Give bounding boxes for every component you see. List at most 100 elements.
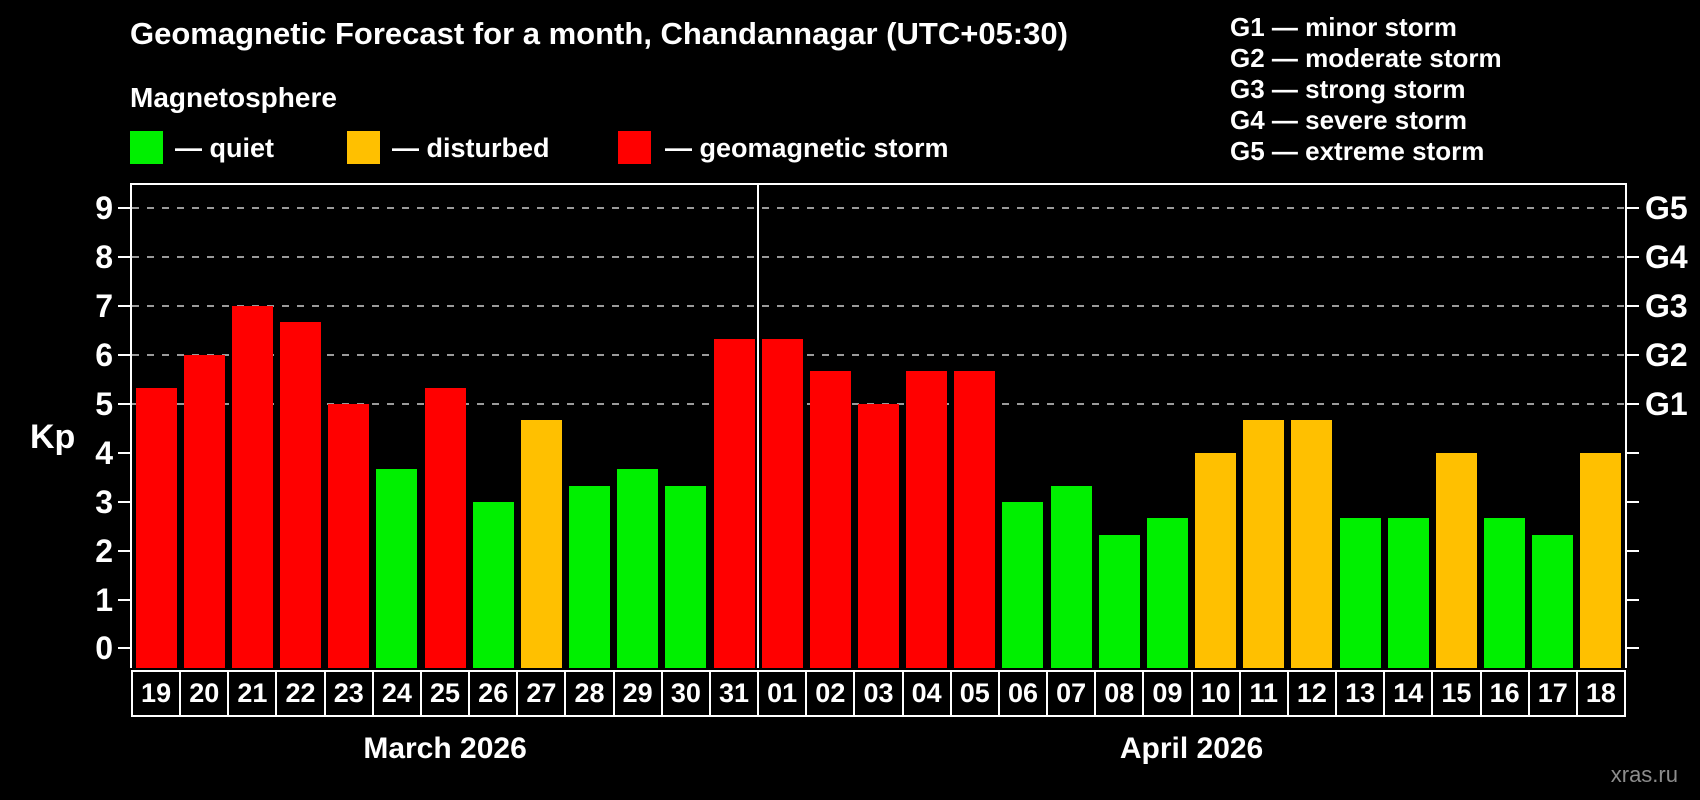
date-label-16: 16: [1479, 670, 1530, 717]
y-tick-label: 6: [95, 337, 113, 374]
watermark: xras.ru: [1610, 762, 1678, 787]
kp-bar-25: [424, 387, 466, 668]
y-tick-label: 3: [95, 483, 113, 520]
quiet-swatch: [130, 131, 163, 164]
kp-bar-13: [1339, 517, 1381, 668]
y-tick-left: [118, 305, 131, 308]
date-label-11: 11: [1238, 670, 1289, 717]
g-level-label-g4: G4: [1645, 239, 1688, 276]
kp-bar-02: [809, 371, 851, 668]
gridline-kp-8: [132, 256, 1625, 259]
magnetosphere-label: Magnetosphere: [130, 82, 337, 113]
date-label-27: 27: [516, 670, 567, 717]
y-tick-label: 8: [95, 239, 113, 276]
month-separator: [757, 185, 760, 668]
y-tick-left: [118, 500, 131, 503]
y-tick-right: [1626, 256, 1639, 259]
kp-bar-27: [520, 420, 562, 668]
date-label-12: 12: [1286, 670, 1338, 717]
y-tick-right: [1626, 647, 1639, 650]
kp-bar-06: [1002, 501, 1044, 668]
date-label-22: 22: [275, 670, 326, 717]
kp-bar-19: [135, 387, 177, 668]
kp-bar-14: [1387, 517, 1429, 668]
month-label: March 2026: [363, 732, 527, 765]
kp-bar-01: [761, 338, 803, 668]
y-tick-left: [118, 256, 131, 259]
g-scale-item: G2 — moderate storm: [1230, 43, 1502, 73]
date-label-24: 24: [371, 670, 422, 717]
date-label-13: 13: [1335, 670, 1386, 717]
page-title: Geomagnetic Forecast for a month, Chanda…: [130, 16, 1068, 51]
gridline-kp-7: [132, 305, 1625, 308]
date-label-03: 03: [853, 670, 904, 717]
date-label-21: 21: [227, 670, 278, 717]
kp-bar-08: [1098, 534, 1140, 668]
storm-swatch: [618, 131, 651, 164]
g-scale-item: G1 — minor storm: [1230, 12, 1457, 42]
date-label-26: 26: [468, 670, 519, 717]
disturbed-swatch: [347, 131, 380, 164]
date-label-10: 10: [1190, 670, 1241, 717]
kp-bar-26: [472, 501, 514, 668]
y-tick-label: 4: [95, 434, 113, 471]
kp-bar-23: [328, 404, 370, 668]
y-tick-right: [1626, 354, 1639, 357]
date-label-08: 08: [1094, 670, 1145, 717]
kp-bar-15: [1435, 452, 1477, 668]
date-label-04: 04: [901, 670, 952, 717]
date-label-31: 31: [708, 670, 760, 717]
kp-bar-12: [1291, 420, 1333, 668]
y-tick-left: [118, 207, 131, 210]
kp-bar-11: [1243, 420, 1285, 668]
date-label-30: 30: [660, 670, 711, 717]
kp-bar-29: [617, 469, 659, 668]
y-tick-right: [1626, 451, 1639, 454]
kp-bar-18: [1580, 452, 1622, 668]
y-tick-left: [118, 354, 131, 357]
date-label-23: 23: [323, 670, 374, 717]
kp-bar-09: [1146, 517, 1188, 668]
date-label-09: 09: [1142, 670, 1193, 717]
date-label-06: 06: [997, 670, 1049, 717]
g-level-label-g1: G1: [1645, 386, 1688, 422]
g-scale-legend: G1 — minor storm G2 — moderate storm G3 — …: [1230, 12, 1502, 167]
kp-bar-30: [665, 485, 707, 668]
gridline-kp-9: [132, 207, 1625, 210]
kp-bar-03: [858, 404, 899, 668]
y-tick-right: [1626, 598, 1639, 601]
y-tick-label: 2: [95, 532, 113, 569]
y-tick-left: [118, 403, 131, 405]
date-label-18: 18: [1575, 670, 1626, 717]
date-label-07: 07: [1046, 670, 1097, 717]
legend-disturbed-label: — disturbed: [392, 133, 550, 163]
date-label-01: 01: [757, 670, 808, 717]
month-label: April 2026: [1119, 732, 1264, 765]
date-label-14: 14: [1383, 670, 1434, 717]
kp-bar-22: [280, 322, 322, 668]
y-tick-left: [118, 647, 131, 650]
y-tick-right: [1626, 403, 1639, 405]
kp-bar-28: [569, 485, 611, 668]
date-label-15: 15: [1431, 670, 1482, 717]
kp-bar-16: [1484, 517, 1526, 668]
kp-bar-10: [1195, 452, 1237, 668]
date-label-25: 25: [419, 670, 471, 717]
y-tick-right: [1626, 549, 1639, 552]
kp-bar-20: [183, 355, 225, 668]
y-tick-label: 7: [95, 288, 113, 325]
g-level-label-g3: G3: [1645, 288, 1688, 325]
kp-bar-05: [954, 371, 996, 668]
g-scale-item: G5 — extreme storm: [1230, 136, 1485, 166]
legend-quiet-label: — quiet: [175, 133, 274, 163]
plot-area: [130, 183, 1627, 668]
legend-storm-label: — geomagnetic storm: [665, 133, 949, 163]
date-label-29: 29: [612, 670, 663, 717]
gridline-kp-6: [132, 354, 1625, 357]
kp-bar-04: [906, 371, 948, 668]
y-tick-label: 9: [95, 190, 113, 227]
kp-bar-24: [376, 469, 418, 668]
kp-bar-21: [231, 306, 273, 668]
g-scale-item: G3 — strong storm: [1230, 74, 1466, 104]
y-tick-left: [118, 451, 131, 454]
